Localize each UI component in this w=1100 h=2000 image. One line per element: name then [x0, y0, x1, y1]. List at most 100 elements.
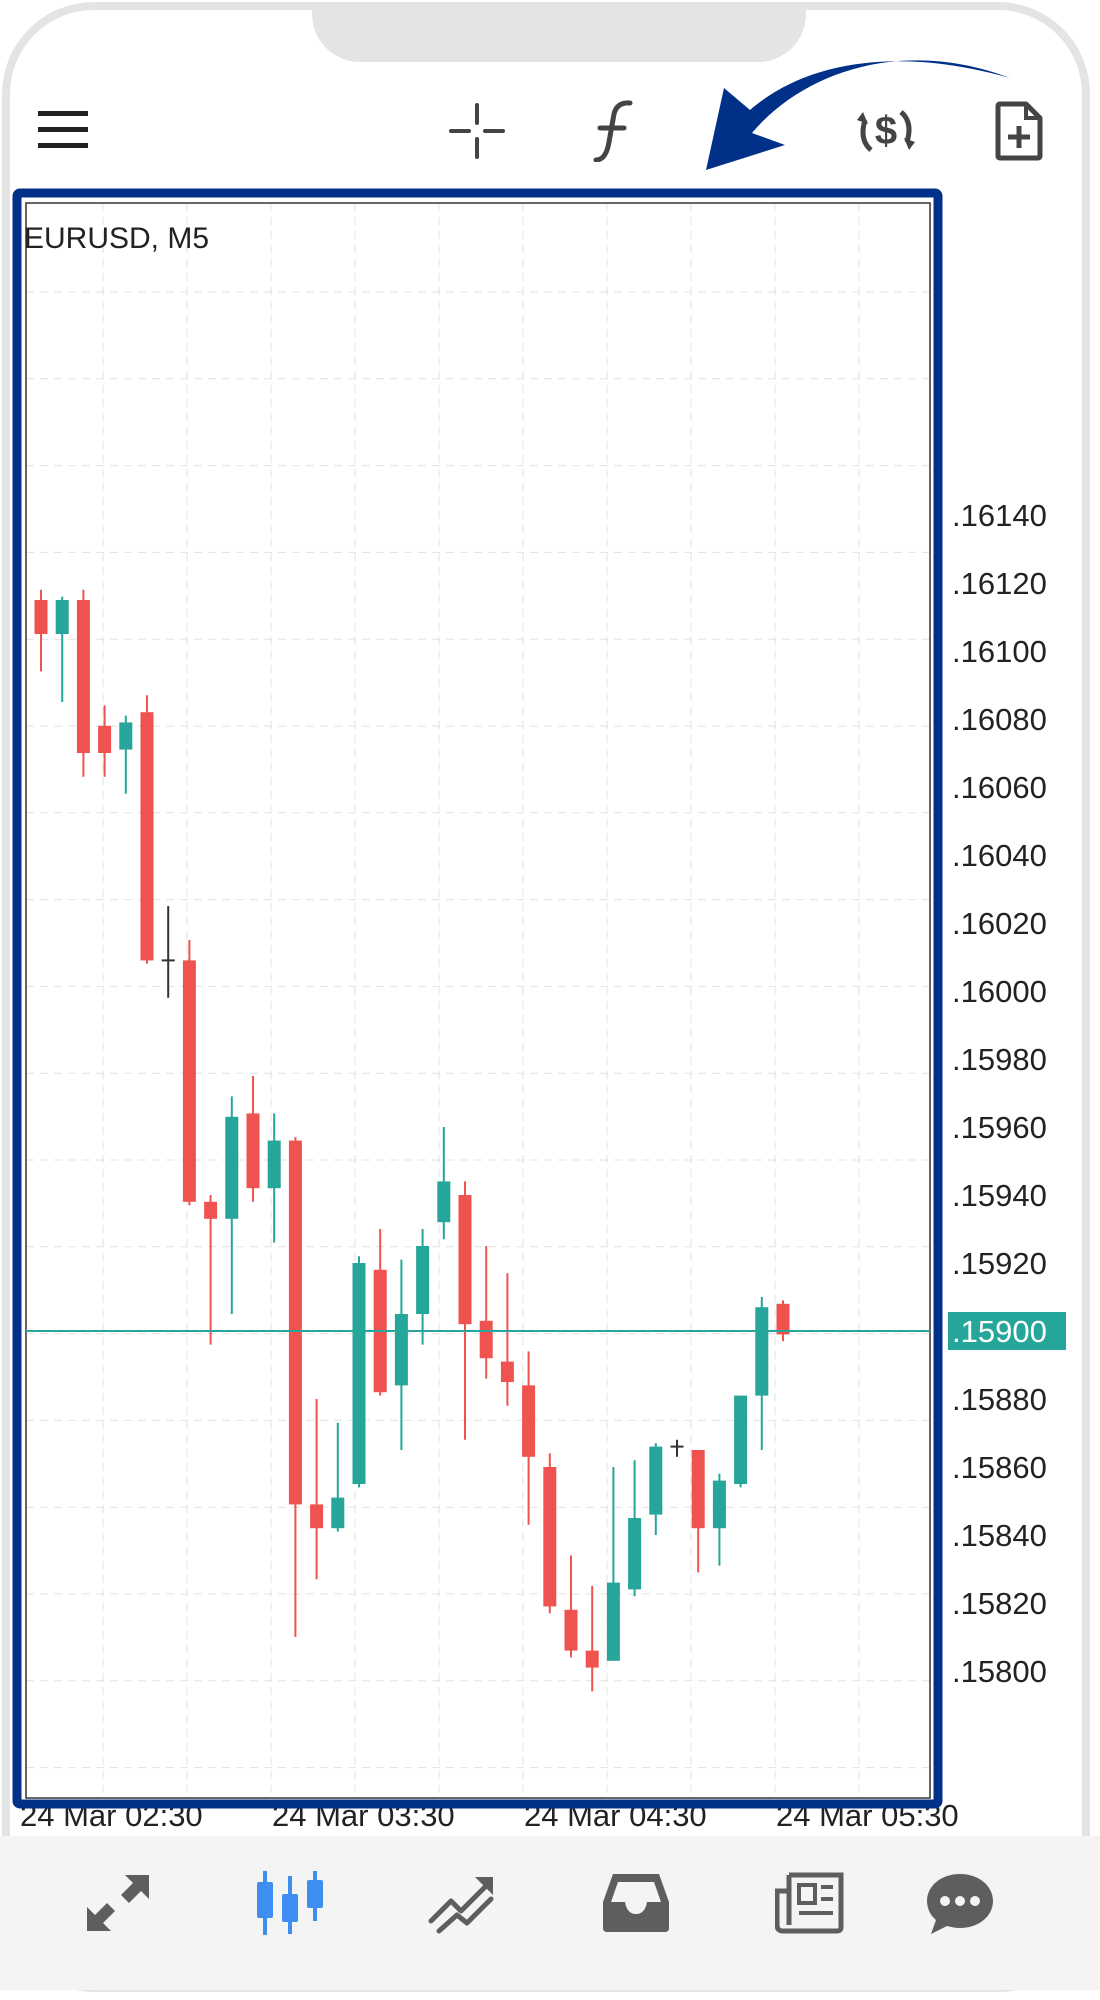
indicators-button[interactable] — [578, 94, 648, 168]
candle — [34, 589, 48, 672]
candle — [161, 906, 175, 998]
price-axis-label: .16000 — [952, 974, 1047, 1009]
current-price-label: .15900 — [952, 1314, 1047, 1349]
candle-body — [522, 1385, 536, 1457]
candle-body — [288, 1140, 302, 1505]
candle-body — [76, 600, 90, 753]
candle-body — [140, 712, 154, 961]
candle-body — [649, 1446, 663, 1515]
candle — [458, 1181, 472, 1440]
crosshair-button[interactable] — [440, 96, 514, 166]
trade-icon — [428, 1877, 494, 1934]
candle — [373, 1229, 387, 1396]
symbol-change-button[interactable]: $ — [850, 94, 922, 168]
candle — [585, 1586, 599, 1692]
quotes-icon — [87, 1875, 149, 1931]
candle — [776, 1300, 790, 1342]
candle-body — [331, 1497, 345, 1529]
indicators-icon — [593, 100, 633, 162]
crosshair-icon — [449, 103, 505, 159]
price-axis-label: .15880 — [952, 1382, 1047, 1417]
nav-news[interactable] — [760, 1862, 860, 1944]
candle — [691, 1450, 705, 1573]
candle — [606, 1467, 620, 1661]
nav-chart[interactable] — [240, 1862, 340, 1944]
candle — [522, 1351, 536, 1525]
price-axis-label: .15960 — [952, 1110, 1047, 1145]
candle-body — [34, 600, 48, 634]
candle — [225, 1096, 239, 1314]
price-axis-label: .16120 — [952, 566, 1047, 601]
chart-icon — [257, 1871, 323, 1935]
arrow-indicator — [706, 60, 1010, 170]
news-icon — [775, 1872, 844, 1934]
candle-body — [55, 600, 69, 634]
candle-body — [437, 1181, 451, 1223]
chart-title: EURUSD, M5 — [24, 222, 209, 255]
candle-body — [776, 1303, 790, 1335]
messages-icon — [927, 1874, 993, 1934]
chart-plot-frame — [25, 202, 931, 1799]
candle-body — [712, 1480, 726, 1529]
candle-body — [394, 1314, 408, 1386]
candle-body — [585, 1650, 599, 1668]
candle-body — [98, 725, 112, 753]
price-axis-label: .16080 — [952, 702, 1047, 737]
svg-text:$: $ — [875, 109, 897, 153]
candle-body — [352, 1263, 366, 1484]
candle — [352, 1256, 366, 1488]
new-order-button[interactable] — [986, 94, 1052, 168]
candle-body — [119, 722, 133, 750]
phone-notch — [312, 10, 806, 62]
candle — [734, 1395, 748, 1488]
menu-button[interactable] — [30, 100, 96, 160]
nav-history[interactable] — [586, 1862, 686, 1944]
nav-trade[interactable] — [412, 1862, 512, 1944]
new-order-icon — [995, 101, 1043, 161]
price-axis-label: .16140 — [952, 498, 1047, 533]
price-chart[interactable]: EURUSD, M5 .16140 .16120 .16100 .16080 .1606… — [0, 0, 1100, 1836]
price-axis-label: .15860 — [952, 1450, 1047, 1485]
candle — [564, 1555, 578, 1658]
price-axis-label: .16040 — [952, 838, 1047, 873]
candle — [331, 1422, 345, 1532]
candle — [543, 1453, 557, 1614]
candle — [628, 1460, 642, 1597]
candle-body — [310, 1504, 324, 1529]
candle-body — [246, 1113, 260, 1189]
bottom-navigation — [0, 1836, 1100, 1990]
price-axis-label: .15840 — [952, 1518, 1047, 1553]
candle-body — [182, 960, 196, 1202]
candle-body — [543, 1467, 557, 1607]
menu-icon — [38, 111, 88, 148]
candle — [98, 705, 112, 777]
candle-body — [416, 1246, 430, 1314]
candle — [649, 1443, 663, 1535]
candle — [55, 596, 69, 702]
candle-body — [734, 1395, 748, 1484]
price-axis-label: .16100 — [952, 634, 1047, 669]
candle-body — [267, 1140, 281, 1189]
candle-body — [564, 1609, 578, 1651]
candle — [267, 1113, 281, 1243]
nav-messages[interactable] — [910, 1862, 1010, 1944]
candle-body — [225, 1116, 239, 1219]
candle — [755, 1297, 769, 1450]
nav-quotes[interactable] — [68, 1862, 168, 1944]
price-axis-label: .16060 — [952, 770, 1047, 805]
candle-body — [479, 1320, 493, 1359]
candle — [246, 1076, 260, 1202]
candle — [140, 695, 154, 964]
candle — [670, 1439, 684, 1457]
candle-body — [458, 1195, 472, 1325]
price-axis-label: .16020 — [952, 906, 1047, 941]
candle — [712, 1473, 726, 1566]
current-price-tag — [948, 1312, 1066, 1350]
candle — [479, 1246, 493, 1379]
candle-body — [606, 1582, 620, 1661]
candle — [182, 940, 196, 1206]
price-axis-label: .15980 — [952, 1042, 1047, 1077]
price-axis-label: .15940 — [952, 1178, 1047, 1213]
candle — [76, 589, 90, 777]
candle — [416, 1229, 430, 1345]
